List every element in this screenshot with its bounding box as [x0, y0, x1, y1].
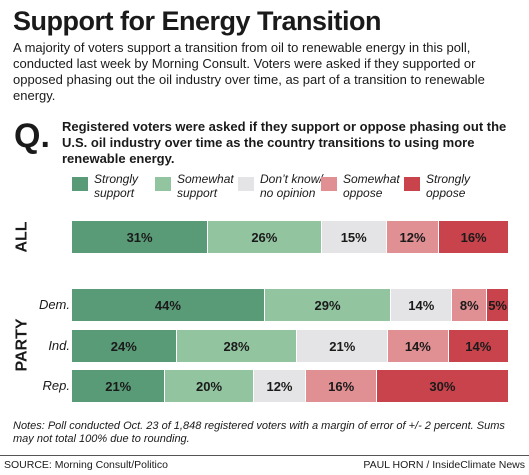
bar-segment: 29% — [263, 289, 391, 321]
legend-label-line: Strongly — [94, 172, 139, 186]
bar-value-label: 12% — [266, 378, 293, 394]
bar-segment: 44% — [72, 289, 264, 321]
legend-label: Strongly oppose — [426, 172, 470, 200]
bar-row: 21% 20% 12% 16% 30% — [72, 370, 508, 402]
bar-value-label: 14% — [465, 338, 492, 354]
row-label: Ind. — [48, 338, 70, 353]
legend-label-line: support — [177, 186, 218, 200]
source-credit: SOURCE: Morning Consult/Politico — [4, 459, 168, 471]
bar-segment: 15% — [320, 221, 386, 253]
author-credit: PAUL HORN / InsideClimate News — [363, 459, 525, 471]
bar-segment: 30% — [375, 370, 508, 402]
footer-divider — [0, 455, 529, 456]
bar-value-label: 20% — [196, 378, 223, 394]
row-label: Rep. — [42, 378, 70, 393]
bar-segment: 12% — [252, 370, 306, 402]
bar-value-label: 30% — [429, 378, 456, 394]
question-letter: Q. — [14, 117, 50, 155]
bar-segment: 28% — [175, 330, 297, 362]
legend-label-line: support — [94, 186, 135, 200]
legend-label: Strongly support — [94, 172, 138, 200]
bar-segment: 14% — [390, 289, 452, 321]
legend-swatch — [155, 177, 171, 191]
legend-label-line: no opinion — [260, 186, 316, 200]
bar-segment: 31% — [72, 221, 208, 253]
bar-segment: 21% — [72, 370, 165, 402]
intro-text: A majority of voters support a transitio… — [13, 40, 485, 103]
bar-segment: 20% — [164, 370, 253, 402]
legend-label: Somewhat support — [177, 172, 234, 200]
legend-label-line: Somewhat — [177, 172, 234, 186]
bar-value-label: 21% — [105, 378, 132, 394]
bar-segment: 16% — [438, 221, 508, 253]
bar-value-label: 16% — [460, 229, 487, 245]
bar-row: 31% 26% 15% 12% 16% — [72, 221, 508, 253]
bar-segment: 21% — [296, 330, 388, 362]
legend-label-line: Don’t know/ — [260, 172, 323, 186]
bar-value-label: 14% — [404, 338, 431, 354]
bar-value-label: 16% — [328, 378, 355, 394]
bar-value-label: 14% — [408, 297, 435, 313]
legend-swatch — [72, 177, 88, 191]
bar-value-label: 26% — [251, 229, 278, 245]
legend-swatch — [238, 177, 254, 191]
bar-segment: 12% — [385, 221, 439, 253]
legend-label-line: Strongly — [426, 172, 471, 186]
legend-label-line: Somewhat — [343, 172, 400, 186]
bar-segment: 16% — [305, 370, 376, 402]
bar-value-label: 12% — [399, 229, 426, 245]
bar-value-label: 21% — [329, 338, 356, 354]
legend-label-line: oppose — [426, 186, 466, 200]
legend-label: Don’t know/no opinion — [260, 172, 323, 200]
bar-value-label: 24% — [110, 338, 137, 354]
bar-row: 44% 29% 14% 8% 5% — [72, 289, 508, 321]
bar-segment: 14% — [447, 330, 508, 362]
row-label: Dem. — [38, 297, 70, 312]
bar-segment: 24% — [72, 330, 176, 362]
legend-swatch — [404, 177, 420, 191]
bar-value-label: 5% — [488, 297, 507, 313]
page-title: Support for Energy Transition — [13, 6, 382, 36]
legend-label-line: oppose — [343, 186, 383, 200]
bar-value-label: 29% — [314, 297, 341, 313]
bar-value-label: 44% — [154, 297, 181, 313]
bar-value-label: 31% — [126, 229, 153, 245]
group-label: ALL — [13, 221, 31, 253]
bar-row: 24% 28% 21% 14% 14% — [72, 330, 508, 362]
bar-segment: 8% — [451, 289, 487, 321]
chart-notes: Notes: Poll conducted Oct. 23 of 1,848 r… — [13, 420, 505, 445]
question-text: Registered voters were asked if they sup… — [62, 119, 507, 166]
legend-label: Somewhat oppose — [343, 172, 400, 200]
legend-swatch — [321, 177, 337, 191]
bar-segment: 14% — [387, 330, 448, 362]
bar-segment: 26% — [207, 221, 321, 253]
group-label: PARTY — [13, 318, 31, 372]
bar-value-label: 28% — [223, 338, 250, 354]
bar-segment: 5% — [486, 289, 508, 321]
bar-value-label: 15% — [340, 229, 367, 245]
bar-value-label: 8% — [459, 297, 479, 313]
